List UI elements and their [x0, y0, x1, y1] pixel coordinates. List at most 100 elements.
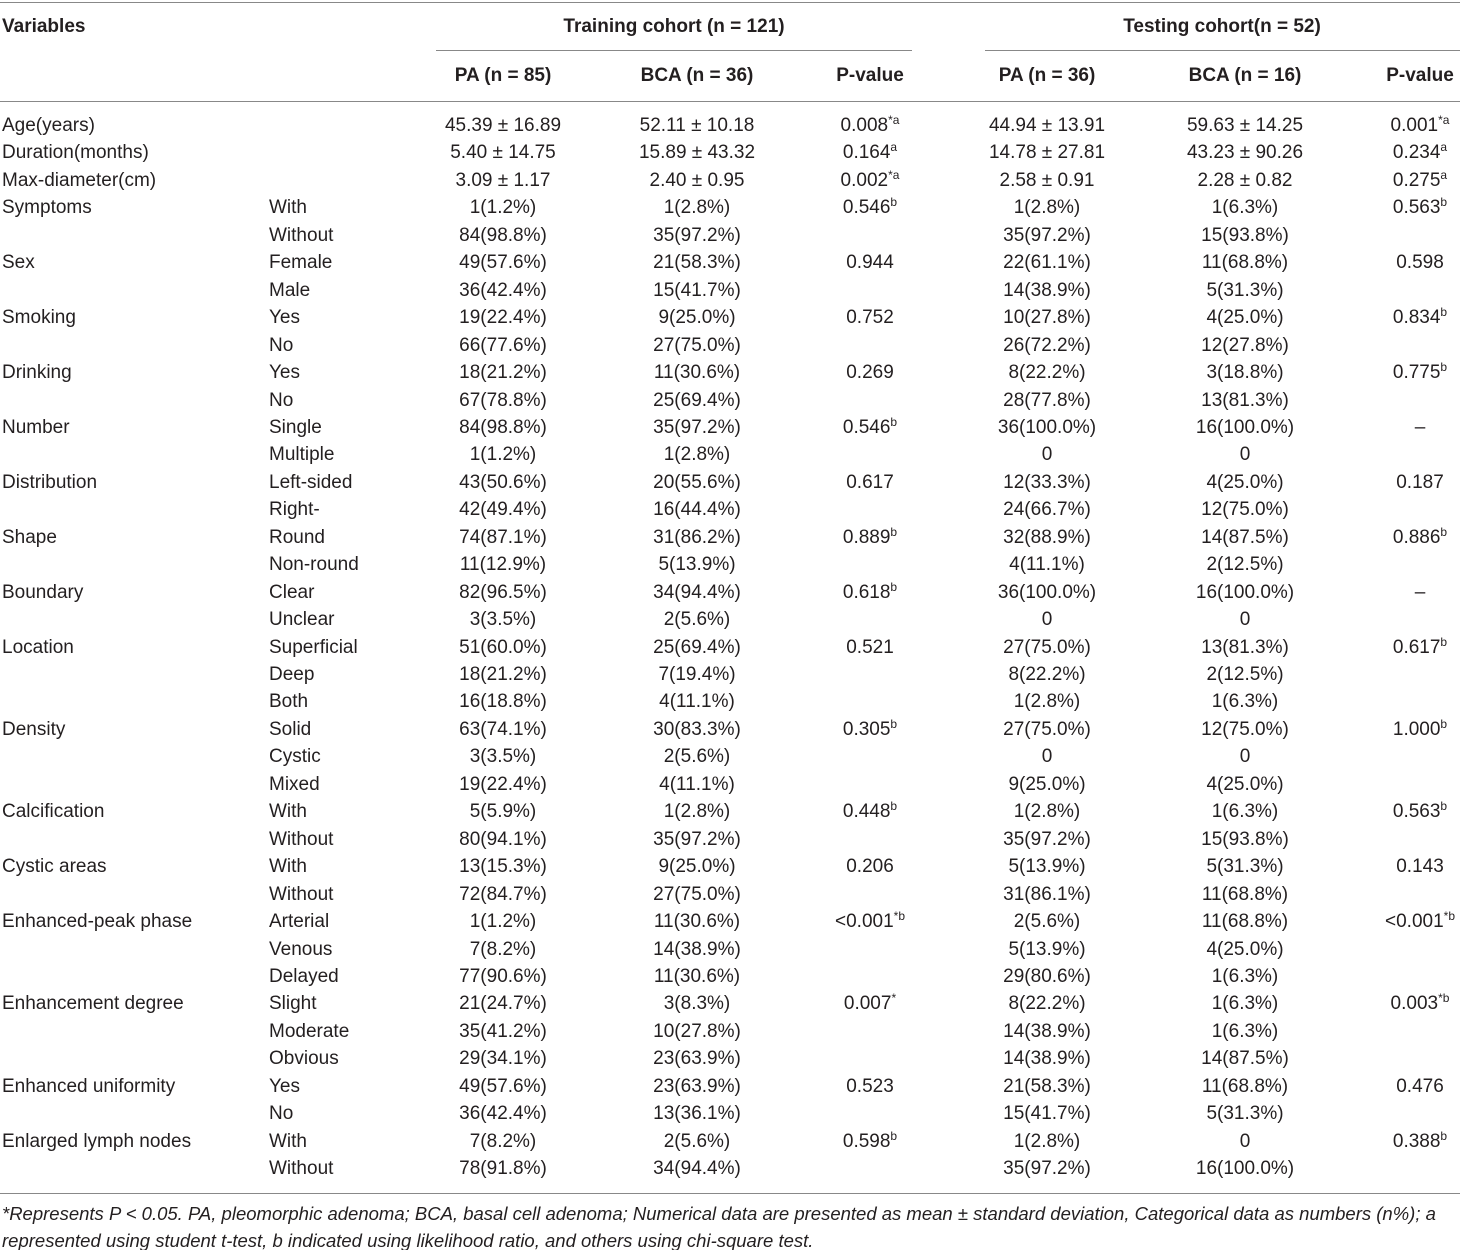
p-superscript: a — [1440, 167, 1448, 182]
p-text: <0.001 — [1385, 911, 1444, 933]
cell-value: 3(3.5%) — [469, 746, 537, 768]
column-header: BCA (n = 36) — [640, 65, 754, 86]
cell-value: 4(25.0%) — [1206, 307, 1284, 329]
cell-value: 0 — [1041, 609, 1053, 631]
cell-value: 13(15.3%) — [459, 856, 547, 878]
cell-value: 27(75.0%) — [1003, 636, 1091, 658]
cell-value: 1(6.3%) — [1211, 691, 1279, 713]
cell-value: 8(22.2%) — [1008, 664, 1086, 685]
cell-value: 77(90.6%) — [459, 965, 547, 987]
cell-value: 11(30.6%) — [653, 362, 741, 384]
subgroup: Multiple — [269, 444, 335, 466]
group-rule — [985, 50, 1460, 51]
p-value: <0.001*b — [1385, 910, 1455, 933]
cell-value: 9(25.0%) — [1008, 773, 1086, 795]
p-value: 0.563b — [1392, 195, 1448, 219]
cell-value: 11(30.6%) — [653, 965, 741, 987]
p-text: 0.775 — [1392, 362, 1441, 384]
cell-value: 18(21.2%) — [459, 362, 547, 384]
subgroup: Without — [269, 883, 334, 905]
p-superscript: b — [890, 716, 898, 731]
subgroup: Arterial — [269, 911, 330, 933]
p-value: 0.521 — [846, 636, 894, 658]
p-superscript: b — [890, 195, 898, 210]
variable: Symptoms — [2, 197, 92, 219]
p-value: 0.889b — [843, 526, 897, 549]
cell-value: 22(61.1%) — [1003, 252, 1091, 274]
variables-header: Variables — [2, 16, 86, 37]
subgroup: Female — [269, 252, 333, 274]
cell-value: 10(27.8%) — [653, 1020, 741, 1042]
p-superscript: *b — [1438, 991, 1450, 1006]
cell-value: 25(69.4%) — [653, 636, 741, 658]
cell-value: 24(66.7%) — [1003, 499, 1091, 521]
cell-value: 14(38.9%) — [653, 938, 741, 960]
cell-value: 19(22.4%) — [459, 307, 547, 329]
p-value: – — [1414, 581, 1426, 603]
subgroup: Male — [269, 279, 311, 301]
cell-value: 14(38.9%) — [1003, 1020, 1091, 1042]
p-value: 0.834b — [1393, 306, 1447, 329]
cell-value: 2(5.6%) — [1013, 911, 1081, 933]
subgroup: No — [269, 334, 294, 356]
p-value: 0.476 — [1396, 1075, 1444, 1097]
cell-value: 35(97.2%) — [653, 828, 741, 850]
cell-value: 2(5.6%) — [663, 1130, 731, 1152]
p-value: 0.143 — [1396, 856, 1444, 878]
cell-value: 13(81.3%) — [1201, 389, 1289, 411]
p-text: 0.388 — [1392, 1130, 1441, 1152]
subgroup: Yes — [269, 1075, 300, 1097]
cell-value: 15(93.8%) — [1201, 828, 1289, 850]
subgroup: Without — [269, 828, 334, 850]
cell-value: 35(97.2%) — [653, 224, 741, 246]
p-value: 0.752 — [846, 307, 894, 329]
cell-value: 12(75.0%) — [1201, 718, 1289, 740]
p-text: 0.003 — [1390, 993, 1439, 1015]
subgroup: Unclear — [269, 609, 335, 631]
cell-value: 4(11.1%) — [659, 773, 735, 795]
cell-value: 2(12.5%) — [1206, 554, 1284, 576]
p-text: 0.546 — [842, 197, 891, 219]
cell-value: 27(75.0%) — [653, 883, 741, 905]
p-text: 0.563 — [1392, 197, 1441, 219]
cell-value: 34(94.4%) — [653, 581, 741, 603]
cell-value: 74(87.1%) — [459, 526, 547, 548]
p-superscript: b — [1440, 195, 1448, 210]
p-superscript: b — [1440, 716, 1448, 731]
p-value: 0.617 — [846, 471, 894, 493]
cell-value: 13(81.3%) — [1201, 636, 1289, 658]
p-superscript: b — [1440, 799, 1448, 814]
p-value: 0.448b — [843, 800, 897, 823]
subgroup: Single — [269, 416, 322, 438]
variable: Max-diameter(cm) — [2, 169, 157, 191]
p-value: 0.164a — [842, 141, 897, 164]
cell-value: 36(100.0%) — [997, 416, 1097, 438]
p-superscript: b — [1440, 524, 1448, 539]
p-value: 0.775b — [1392, 361, 1447, 384]
cell-value: 21(58.3%) — [1003, 1075, 1091, 1097]
cell-value: 16(100.0%) — [1195, 416, 1295, 438]
cell-value: 1(6.3%) — [1211, 801, 1279, 823]
subgroup: With — [269, 856, 307, 878]
cell-value: 1(2.8%) — [663, 801, 731, 823]
p-value: 0.617b — [1393, 636, 1447, 659]
variable: Enhancement degree — [2, 993, 184, 1015]
subgroup: Non-round — [269, 554, 359, 576]
cell-value: 23(63.9%) — [653, 1048, 741, 1070]
p-value: 0.008*a — [841, 114, 900, 137]
subgroup: Obvious — [269, 1048, 339, 1070]
cell-value: 52.11 ± 10.18 — [639, 115, 755, 136]
cell-value: 35(97.2%) — [1003, 1158, 1091, 1180]
subgroup: Without — [269, 1158, 334, 1180]
p-value: 0.546b — [843, 414, 898, 439]
subgroup: Delayed — [269, 965, 339, 987]
cell-value: 4(25.0%) — [1206, 773, 1284, 795]
cell-value: 1(6.3%) — [1211, 965, 1279, 987]
p-superscript: b — [890, 414, 898, 429]
subgroup: Both — [269, 691, 309, 713]
cell-value: 1(2.8%) — [1013, 197, 1081, 219]
cell-value: 5(31.3%) — [1206, 1103, 1284, 1125]
subgroup: Venous — [269, 938, 333, 960]
p-text: 0.164 — [842, 142, 891, 164]
cell-value: 2.58 ± 0.91 — [999, 169, 1095, 191]
